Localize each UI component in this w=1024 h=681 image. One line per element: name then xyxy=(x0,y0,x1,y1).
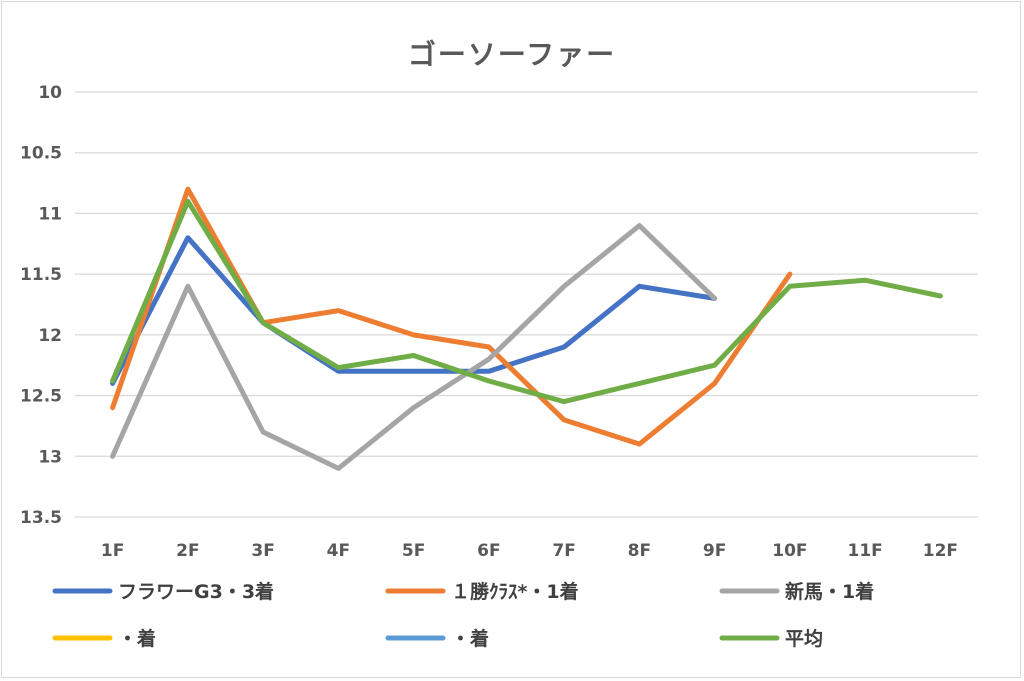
series-line xyxy=(110,186,793,447)
y-tick-label: 10 xyxy=(38,83,62,103)
y-axis-ticks: 10 10.5 11 11.5 12 12.5 13 13.5 xyxy=(20,83,62,528)
legend-label: １勝ｸﾗｽ*・1着 xyxy=(451,580,579,603)
y-tick-label: 13.5 xyxy=(20,508,62,528)
x-tick-label: 10F xyxy=(772,541,807,561)
x-tick-label: 4F xyxy=(327,541,350,561)
x-tick-label: 5F xyxy=(402,541,425,561)
y-tick-label: 10.5 xyxy=(20,144,62,164)
gridlines xyxy=(75,91,978,518)
x-tick-label: 9F xyxy=(703,541,726,561)
series-line xyxy=(110,235,718,386)
legend-label: ・着 xyxy=(451,627,489,650)
y-tick-label: 11.5 xyxy=(20,265,62,285)
x-axis-ticks: 1F 2F 3F 4F 5F 6F 7F 8F 9F 10F 11F 12F xyxy=(101,541,958,561)
chart-title: ゴーソーファー xyxy=(408,38,616,71)
legend-label: ・着 xyxy=(118,627,156,650)
x-tick-label: 8F xyxy=(628,541,651,561)
x-tick-label: 11F xyxy=(847,541,882,561)
legend-label: フラワーG3・3着 xyxy=(118,580,274,603)
legend-label: 平均 xyxy=(785,627,823,650)
x-tick-label: 2F xyxy=(176,541,199,561)
x-tick-label: 12F xyxy=(923,541,958,561)
x-tick-label: 3F xyxy=(251,541,274,561)
legend: フラワーG3・3着 １勝ｸﾗｽ*・1着 新馬・1着・着 ・着 平均 xyxy=(52,580,874,650)
series-lines xyxy=(110,186,943,471)
series-line xyxy=(110,223,718,471)
y-tick-label: 13 xyxy=(38,447,62,467)
series-line xyxy=(110,198,943,405)
y-tick-label: 12.5 xyxy=(20,387,62,407)
y-tick-label: 11 xyxy=(38,204,62,224)
y-tick-label: 12 xyxy=(38,326,62,346)
x-tick-label: 1F xyxy=(101,541,124,561)
x-tick-label: 7F xyxy=(552,541,575,561)
x-tick-label: 6F xyxy=(477,541,500,561)
legend-label: 新馬・1着 xyxy=(785,580,874,603)
